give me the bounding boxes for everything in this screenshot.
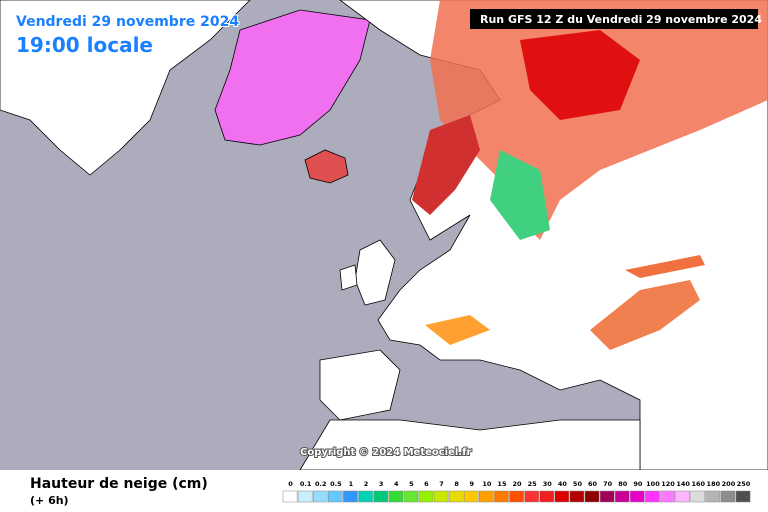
legend-label: 7 — [439, 480, 444, 488]
legend-label: 4 — [394, 480, 399, 488]
legend-swatch — [494, 490, 509, 503]
legend-swatch — [373, 490, 388, 503]
legend-swatch — [282, 490, 298, 503]
legend-swatch — [660, 490, 675, 503]
legend-label: 10 — [482, 480, 492, 488]
legend-label: 5 — [409, 480, 414, 488]
legend-swatch — [539, 490, 555, 503]
greenland — [214, 9, 371, 146]
legend-label: 1 — [349, 480, 354, 488]
legend-swatch — [328, 490, 343, 503]
legend-swatch — [509, 490, 524, 503]
snow-heavy — [520, 30, 640, 120]
landmasses — [0, 0, 768, 471]
legend-swatch — [645, 490, 660, 503]
legend-label: 180 — [707, 480, 721, 488]
date: Vendredi 29 novembre 2024 — [16, 14, 239, 30]
legend-label: 6 — [424, 480, 429, 488]
legend-label: 3 — [379, 480, 384, 488]
legend-swatch — [463, 490, 479, 503]
legend-swatch — [720, 490, 736, 503]
legend-label: 2 — [364, 480, 369, 488]
iceland — [304, 149, 349, 184]
legend-swatch — [705, 490, 721, 503]
legend-label: 9 — [469, 480, 474, 488]
snow-caucasus — [625, 255, 705, 278]
legend-swatch — [524, 490, 539, 503]
legend-label: 50 — [573, 480, 583, 488]
legend-label: 70 — [603, 480, 613, 488]
legend-swatch — [690, 490, 706, 503]
legend-swatch — [297, 490, 313, 503]
north-america — [0, 0, 251, 176]
run: Run GFS 12 Z du Vendredi 29 novembre 202… — [480, 13, 762, 26]
snow-alps — [425, 315, 490, 345]
legend-swatch — [433, 490, 449, 503]
legend-label: 90 — [633, 480, 643, 488]
legend-swatch — [569, 490, 585, 503]
legend-label: 0 — [288, 480, 293, 488]
run-box — [470, 9, 758, 29]
legend-label: 80 — [618, 480, 628, 488]
legend-label: 15 — [497, 480, 507, 488]
legend-label: 60 — [588, 480, 598, 488]
legend-label: 8 — [454, 480, 459, 488]
legend-swatch — [448, 490, 464, 503]
legend-swatch — [312, 490, 328, 503]
legend-label: 100 — [646, 480, 660, 488]
legend-swatch — [735, 490, 751, 503]
copyright: Copyright © 2024 Meteociel.fr — [300, 447, 471, 458]
legend-swatch — [358, 490, 373, 503]
legend-label: 30 — [543, 480, 553, 488]
legend-swatch — [554, 490, 570, 503]
north-africa — [299, 419, 641, 471]
legend-label: 120 — [661, 480, 675, 488]
legend-label: 20 — [513, 480, 523, 488]
legend-label: 140 — [676, 480, 690, 488]
legend-swatch — [599, 490, 615, 503]
legend-label: 25 — [528, 480, 538, 488]
legend-label: 0.1 — [300, 480, 312, 488]
snow-turkey — [590, 280, 700, 350]
legend-label: 160 — [691, 480, 705, 488]
legend-swatch — [343, 490, 358, 503]
legend-swatch — [388, 490, 404, 503]
legend-swatch — [630, 490, 645, 503]
legend-swatch — [403, 490, 419, 503]
snow-scandinavia — [412, 115, 480, 215]
legend-subtitle: (+ 6h) — [30, 494, 69, 507]
legend-swatch — [584, 490, 600, 503]
iberia — [319, 349, 401, 421]
legend-swatch — [614, 490, 630, 503]
legend-swatch — [418, 490, 434, 503]
legend-label: 250 — [737, 480, 751, 488]
legend-swatch — [479, 490, 494, 503]
legend-label: 40 — [558, 480, 568, 488]
legend-title: Hauteur de neige (cm) — [30, 476, 208, 492]
time: 19:00 locale — [16, 33, 153, 57]
legend-label: 0.2 — [315, 480, 327, 488]
snow-finland — [490, 150, 550, 240]
legend-label: 200 — [722, 480, 736, 488]
ireland — [339, 264, 358, 291]
legend-label: 0.5 — [330, 480, 342, 488]
legend-swatch — [675, 490, 690, 503]
